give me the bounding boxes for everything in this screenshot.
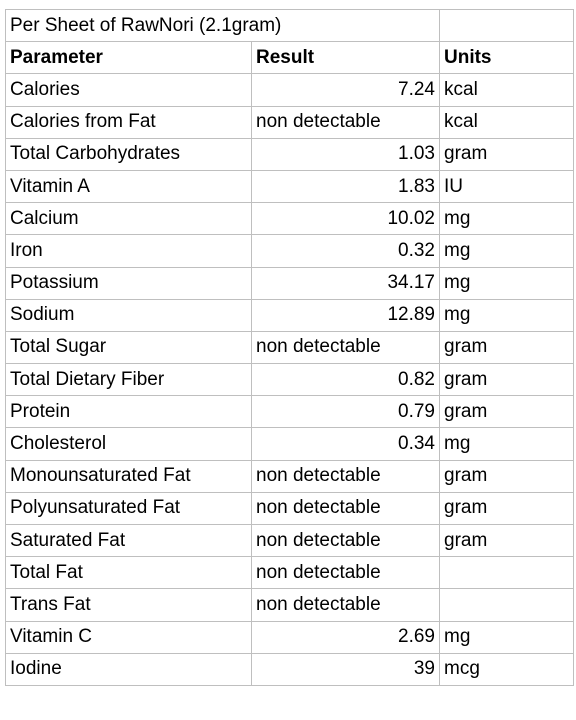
parameter-cell: Total Fat	[5, 556, 252, 590]
table-row: Trans Fat non detectable	[5, 588, 574, 622]
result-cell: 0.34	[251, 427, 440, 461]
table-row: Cholesterol 0.34 mg	[5, 427, 574, 461]
table-row: Vitamin C 2.69 mg	[5, 620, 574, 654]
result-cell: 34.17	[251, 266, 440, 300]
parameter-cell: Potassium	[5, 266, 252, 300]
units-cell: mg	[439, 298, 574, 332]
result-cell: non detectable	[251, 556, 440, 590]
table-row: Iodine 39 mcg	[5, 652, 574, 686]
units-cell: gram	[439, 330, 574, 365]
nutrition-table-body: Per Sheet of RawNori (2.1gram) Parameter…	[5, 8, 574, 686]
units-cell: gram	[439, 395, 574, 429]
result-cell: 2.69	[251, 620, 440, 654]
units-cell: kcal	[439, 105, 574, 139]
units-cell: mg	[439, 620, 574, 654]
table-row: Calories 7.24 kcal	[5, 73, 574, 107]
result-cell: non detectable	[251, 491, 440, 526]
parameter-cell: Cholesterol	[5, 427, 252, 461]
table-row: Sodium 12.89 mg	[5, 298, 574, 332]
result-cell: 39	[251, 652, 440, 686]
units-cell: mg	[439, 234, 574, 268]
units-cell: gram	[439, 523, 574, 558]
units-cell	[439, 588, 574, 622]
parameter-cell: Saturated Fat	[5, 523, 252, 558]
result-cell: non detectable	[251, 330, 440, 365]
units-cell: mg	[439, 427, 574, 461]
result-cell: 12.89	[251, 298, 440, 332]
result-header: Result	[251, 41, 440, 75]
units-cell: gram	[439, 363, 574, 397]
units-cell: gram	[439, 459, 574, 493]
result-cell: 1.83	[251, 169, 440, 204]
parameter-cell: Vitamin A	[5, 169, 252, 204]
table-row: Polyunsaturated Fat non detectable gram	[5, 491, 574, 526]
table-row: Saturated Fat non detectable gram	[5, 523, 574, 558]
units-cell: gram	[439, 491, 574, 526]
units-cell: mg	[439, 202, 574, 236]
result-cell: 0.32	[251, 234, 440, 268]
parameter-cell: Iron	[5, 234, 252, 268]
parameter-cell: Trans Fat	[5, 588, 252, 622]
result-cell: 7.24	[251, 73, 440, 107]
units-cell: kcal	[439, 73, 574, 107]
parameter-cell: Vitamin C	[5, 620, 252, 654]
result-cell: 1.03	[251, 137, 440, 171]
table-row: Monounsaturated Fat non detectable gram	[5, 459, 574, 493]
parameter-header: Parameter	[5, 41, 252, 75]
parameter-cell: Iodine	[5, 652, 252, 686]
units-cell: mcg	[439, 652, 574, 686]
result-cell: non detectable	[251, 105, 440, 139]
header-row: Parameter Result Units	[5, 41, 574, 75]
table-row: Vitamin A 1.83 IU	[5, 169, 574, 204]
parameter-cell: Protein	[5, 395, 252, 429]
table-row: Total Sugar non detectable gram	[5, 330, 574, 365]
units-header: Units	[439, 41, 574, 75]
result-cell: non detectable	[251, 459, 440, 493]
parameter-cell: Sodium	[5, 298, 252, 332]
table-row: Total Carbohydrates 1.03 gram	[5, 137, 574, 171]
result-cell: 0.82	[251, 363, 440, 397]
parameter-cell: Monounsaturated Fat	[5, 459, 252, 493]
table-row: Potassium 34.17 mg	[5, 266, 574, 300]
result-cell: non detectable	[251, 523, 440, 558]
title-empty-cell	[439, 8, 574, 43]
table-row: Total Fat non detectable	[5, 556, 574, 590]
parameter-cell: Calories from Fat	[5, 105, 252, 139]
table-row: Protein 0.79 gram	[5, 395, 574, 429]
parameter-cell: Calcium	[5, 202, 252, 236]
units-cell: mg	[439, 266, 574, 300]
table-row: Calories from Fat non detectable kcal	[5, 105, 574, 139]
table-title: Per Sheet of RawNori (2.1gram)	[5, 8, 440, 43]
parameter-cell: Total Sugar	[5, 330, 252, 365]
table-row: Total Dietary Fiber 0.82 gram	[5, 363, 574, 397]
parameter-cell: Polyunsaturated Fat	[5, 491, 252, 526]
table-row: Iron 0.32 mg	[5, 234, 574, 268]
nutrition-table: Per Sheet of RawNori (2.1gram) Parameter…	[5, 8, 574, 686]
result-cell: 0.79	[251, 395, 440, 429]
units-cell	[439, 556, 574, 590]
units-cell: gram	[439, 137, 574, 171]
title-row: Per Sheet of RawNori (2.1gram)	[5, 8, 574, 43]
parameter-cell: Total Carbohydrates	[5, 137, 252, 171]
result-cell: non detectable	[251, 588, 440, 622]
parameter-cell: Total Dietary Fiber	[5, 363, 252, 397]
table-row: Calcium 10.02 mg	[5, 202, 574, 236]
result-cell: 10.02	[251, 202, 440, 236]
units-cell: IU	[439, 169, 574, 204]
parameter-cell: Calories	[5, 73, 252, 107]
